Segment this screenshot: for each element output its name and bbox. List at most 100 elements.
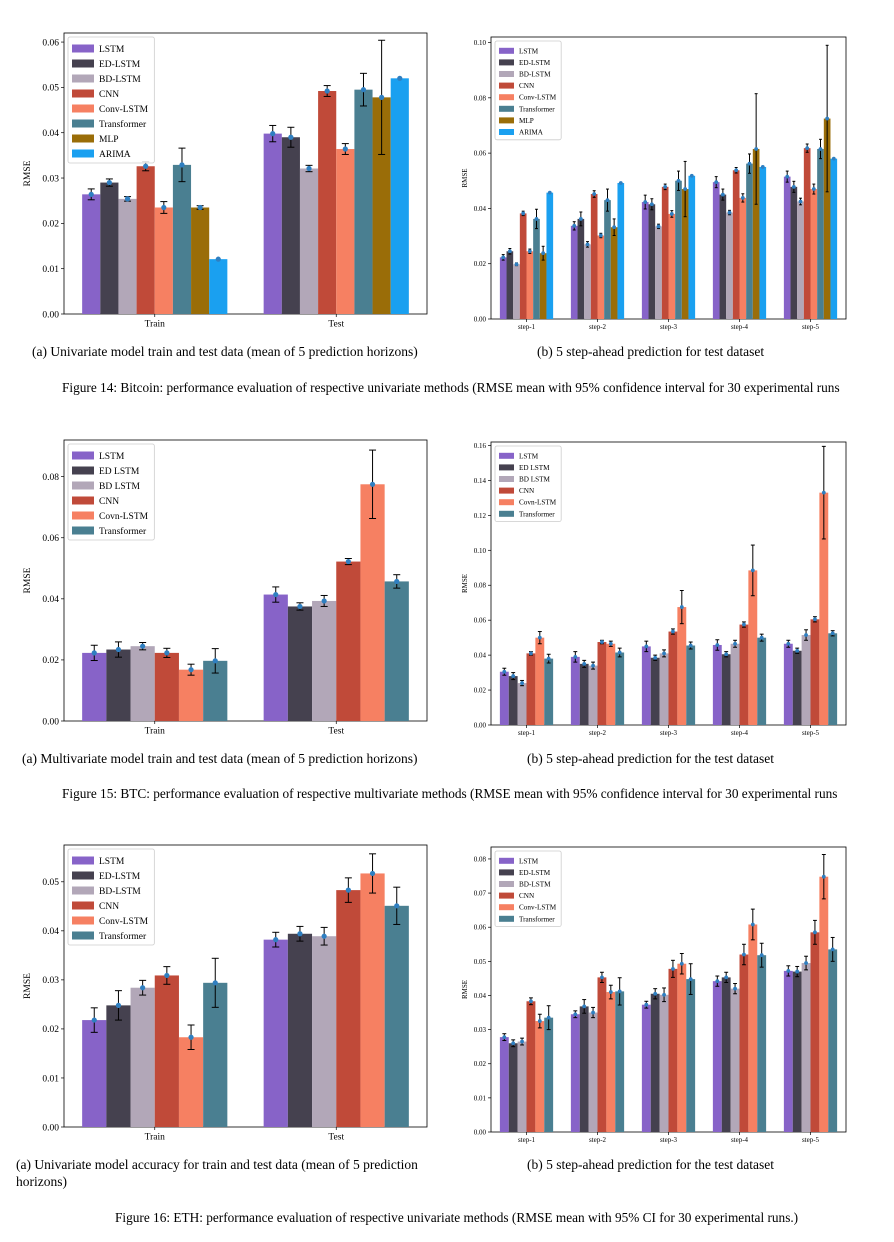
legend-label: BD-LSTM	[99, 75, 141, 85]
y-tick-label: 0.06	[474, 150, 487, 158]
bar	[106, 649, 131, 721]
mean-marker	[662, 651, 666, 656]
x-tick-label: Train	[145, 1133, 165, 1143]
legend-swatch	[499, 869, 514, 876]
mean-marker	[514, 262, 519, 267]
mean-marker	[759, 953, 764, 958]
mean-marker	[591, 1010, 595, 1015]
x-tick-label: Test	[328, 727, 344, 737]
y-tick-label: 0.02	[474, 260, 487, 268]
bar	[579, 1006, 589, 1132]
bar	[82, 194, 101, 314]
mean-marker	[106, 179, 112, 186]
legend-label: ED LSTM	[519, 464, 550, 472]
mean-marker	[501, 255, 506, 260]
legend: LSTM ED-LSTM BD-LSTM CNN Conv-LSTM Transforme…	[67, 36, 155, 164]
bar	[790, 186, 798, 319]
mean-marker	[653, 655, 658, 660]
mean-marker	[644, 644, 649, 649]
chart-fig14b: 0.00 0.02 0.04 0.06 0.08 0.10 RMSE step-1 step-2…	[458, 32, 850, 337]
mean-marker	[188, 667, 194, 673]
x-tick-label: step-2	[589, 323, 607, 331]
bar	[590, 194, 598, 319]
mean-marker	[813, 617, 817, 622]
legend-swatch	[499, 464, 514, 471]
mean-marker	[669, 212, 674, 216]
legend-swatch	[499, 71, 514, 77]
mean-marker	[342, 146, 348, 152]
legend: LSTM ED-LSTM BD-LSTM CNN Conv-LSTM Transforme…	[494, 40, 562, 141]
bar	[519, 213, 527, 319]
bar	[526, 1001, 536, 1132]
y-tick-label: 0.03	[42, 976, 59, 986]
bar	[675, 180, 682, 319]
legend-swatch	[72, 74, 94, 83]
bar	[686, 979, 696, 1132]
y-tick-label: 0.06	[42, 38, 59, 48]
plot-frame	[63, 439, 428, 722]
legend: LSTM ED-LSTM BD-LSTM CNN Conv-LSTM Transforme…	[67, 848, 155, 946]
mean-marker	[683, 187, 688, 191]
y-tick-label: 0.02	[42, 1025, 59, 1035]
bar	[584, 244, 591, 319]
y-tick-label: 0.05	[474, 958, 487, 966]
bar	[783, 176, 791, 319]
y-tick-label: 0.02	[42, 656, 59, 666]
bar	[597, 977, 607, 1132]
bar	[819, 492, 829, 725]
mean-marker	[573, 1012, 578, 1017]
bar	[526, 251, 534, 319]
legend-label: CNN	[99, 902, 119, 912]
bar	[712, 182, 720, 319]
plot-frame	[63, 32, 428, 315]
bar	[546, 192, 554, 319]
mean-marker	[360, 87, 367, 93]
mean-marker	[321, 598, 327, 604]
mean-marker	[608, 990, 613, 994]
bar	[130, 987, 155, 1127]
y-tick-label: 0.08	[474, 94, 487, 102]
legend-swatch	[72, 496, 94, 505]
bar	[178, 1037, 204, 1127]
mean-marker	[714, 180, 719, 185]
mean-marker	[288, 134, 294, 140]
legend: LSTM ED LSTM BD LSTM CNN Covn-LSTM Transforme…	[494, 445, 562, 522]
legend-label: ED-LSTM	[519, 59, 551, 67]
legend-swatch	[499, 499, 514, 506]
bar	[797, 201, 804, 319]
bar	[655, 226, 662, 319]
mean-marker	[394, 578, 400, 585]
legend-swatch	[72, 481, 94, 490]
mean-marker	[270, 131, 276, 137]
bar	[659, 994, 669, 1132]
bar	[801, 963, 811, 1132]
x-tick-label: step-3	[660, 1136, 678, 1144]
mean-marker	[643, 200, 648, 204]
bar	[372, 97, 391, 314]
legend-swatch	[72, 451, 94, 460]
bar	[606, 643, 616, 725]
legend-swatch	[72, 134, 94, 143]
chart-fig15b: 0.00 0.02 0.04 0.06 0.08 0.10 0.12 0.14 0.16 RMSE…	[458, 437, 850, 742]
mean-marker	[688, 977, 693, 981]
mean-marker	[720, 192, 725, 197]
bar	[263, 939, 288, 1127]
mean-marker	[529, 999, 533, 1004]
y-tick-label: 0.02	[42, 220, 59, 230]
y-tick-label: 0.08	[42, 473, 59, 483]
bar	[757, 955, 767, 1132]
legend-label: CNN	[519, 892, 535, 900]
mean-marker	[115, 1002, 122, 1008]
mean-marker	[179, 162, 185, 168]
bar	[499, 1037, 509, 1132]
bar	[659, 653, 669, 725]
x-tick-label: step-4	[731, 323, 749, 331]
mean-marker	[527, 249, 532, 254]
legend-label: ED LSTM	[99, 467, 140, 477]
y-axis-label: RMSE	[23, 973, 33, 999]
legend-label: CNN	[99, 497, 119, 507]
legend-swatch	[499, 59, 514, 66]
bar	[154, 975, 179, 1127]
chart-fig16b: 0.00 0.01 0.02 0.03 0.04 0.05 0.06 0.07 0.08 RMSE…	[458, 842, 850, 1147]
x-tick-label: Train	[145, 320, 165, 330]
